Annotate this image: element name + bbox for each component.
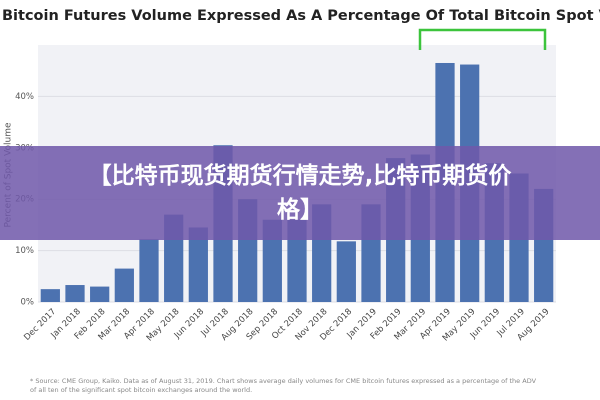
- chart-title: Bitcoin Futures Volume Expressed As A Pe…: [2, 8, 600, 24]
- y-tick-label: 10%: [15, 246, 34, 256]
- highlight-bracket: [418, 28, 547, 50]
- bar: [65, 285, 85, 302]
- bar: [188, 227, 208, 302]
- bar: [139, 239, 159, 302]
- y-tick-label: 0%: [21, 298, 35, 308]
- bar: [114, 268, 134, 302]
- banner-text: 【比特币现货期货行情走势,比特币期货价格】: [88, 163, 512, 223]
- y-tick-label: 40%: [15, 92, 34, 102]
- footnote: of all ten of the significant spot bitco…: [30, 386, 252, 394]
- bar: [336, 241, 356, 302]
- banner: 【比特币现货期货行情走势,比特币期货价格】: [0, 146, 600, 240]
- footnote: * Source: CME Group, Kaiko. Data as of A…: [30, 377, 537, 385]
- bar: [287, 219, 307, 302]
- bar: [90, 286, 110, 302]
- bar: [262, 219, 282, 302]
- bar: [40, 289, 60, 302]
